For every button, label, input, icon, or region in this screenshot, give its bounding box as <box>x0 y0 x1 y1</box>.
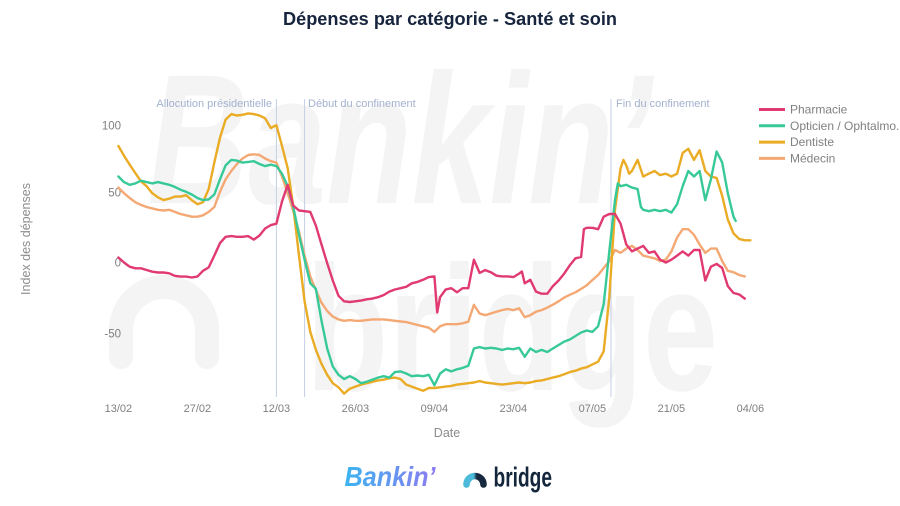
svg-text:26/03: 26/03 <box>342 403 370 415</box>
svg-text:Opticien / Ophtalmo.: Opticien / Ophtalmo. <box>790 119 899 133</box>
svg-text:50: 50 <box>108 188 121 200</box>
svg-text:13/02: 13/02 <box>105 403 133 415</box>
svg-text:Dépenses par catégorie - Santé: Dépenses par catégorie - Santé et soin <box>283 8 617 29</box>
svg-text:27/02: 27/02 <box>184 403 212 415</box>
svg-text:0: 0 <box>115 258 121 270</box>
svg-text:bridge: bridge <box>494 462 553 493</box>
svg-text:Fin du confinement: Fin du confinement <box>616 98 710 110</box>
svg-text:12/03: 12/03 <box>263 403 291 415</box>
svg-text:Date: Date <box>434 426 460 440</box>
svg-text:Médecin: Médecin <box>790 151 835 165</box>
svg-text:Bankin’: Bankin’ <box>345 461 436 492</box>
svg-text:Pharmacie: Pharmacie <box>790 103 848 117</box>
svg-text:21/05: 21/05 <box>658 403 686 415</box>
svg-text:09/04: 09/04 <box>421 403 449 415</box>
svg-text:bridge: bridge <box>306 229 718 428</box>
svg-text:Bankin’: Bankin’ <box>148 37 655 243</box>
svg-text:100: 100 <box>102 121 121 133</box>
svg-text:23/04: 23/04 <box>500 403 528 415</box>
svg-text:07/05: 07/05 <box>579 403 607 415</box>
svg-text:Dentiste: Dentiste <box>790 135 834 149</box>
svg-text:Allocution présidentielle: Allocution présidentielle <box>156 98 272 110</box>
svg-text:Début du confinement: Début du confinement <box>308 98 416 110</box>
svg-text:Index des dépenses: Index des dépenses <box>19 183 33 295</box>
svg-text:04/06: 04/06 <box>737 403 765 415</box>
svg-text:-50: -50 <box>104 329 121 341</box>
